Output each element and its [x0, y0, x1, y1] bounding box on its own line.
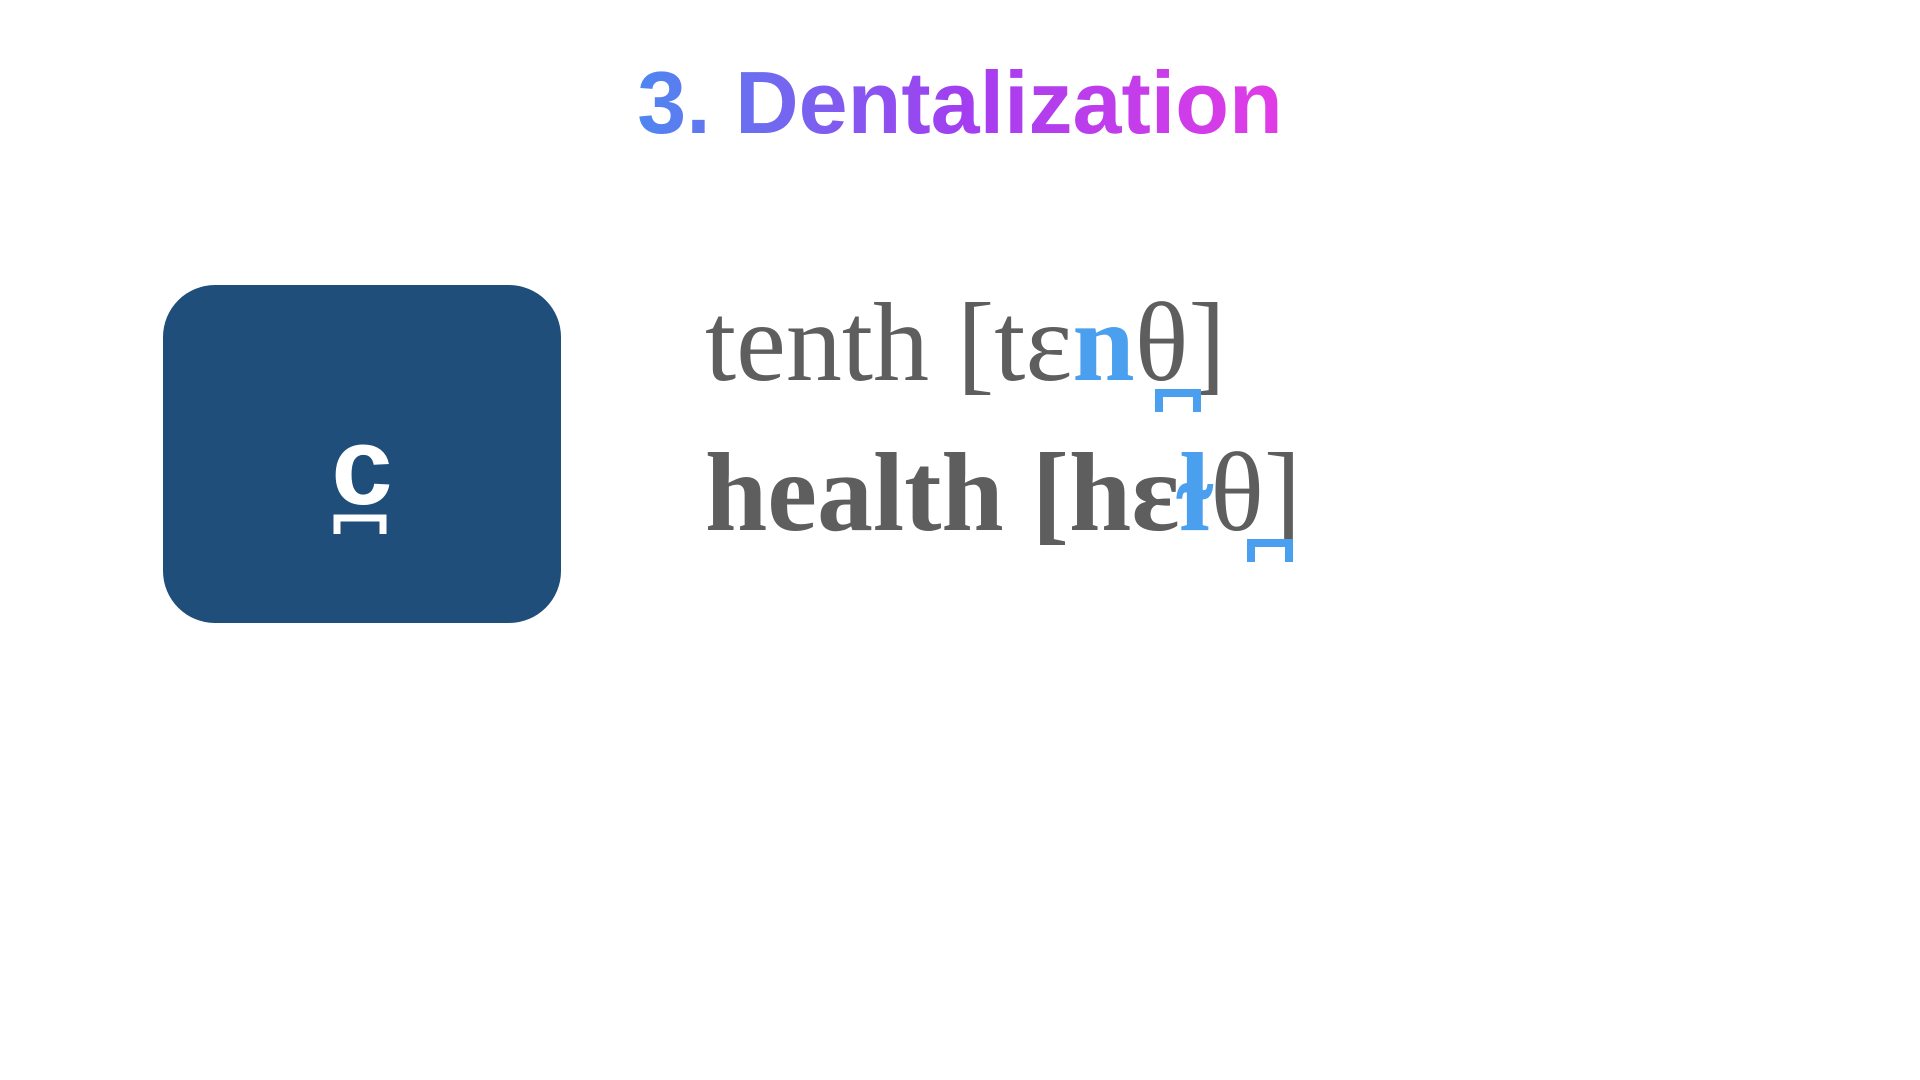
- example-health: health [hɛɫθ]: [705, 431, 1301, 562]
- dental-bridge-icon: [333, 514, 387, 534]
- example-tenth-highlight: n: [1072, 281, 1134, 405]
- slide-title-text: 3. Dentalization: [637, 53, 1282, 152]
- example-tenth: tenth [tɛnθ]: [705, 281, 1226, 412]
- example-health-word: health [hɛ: [705, 431, 1179, 555]
- example-health-text: health [hɛɫθ]: [705, 431, 1301, 555]
- example-health-highlight: ɫ: [1176, 431, 1214, 555]
- example-health-end: θ]: [1210, 431, 1301, 555]
- example-tenth-text: tenth [tɛnθ]: [705, 281, 1226, 405]
- symbol-card: c: [163, 285, 561, 623]
- slide-title: 3. Dentalization: [637, 53, 1282, 152]
- example-tenth-word: tenth [tɛ: [705, 281, 1072, 405]
- dental-bridge-icon: [1247, 539, 1293, 562]
- card-symbol-letter: c: [331, 405, 392, 528]
- example-tenth-end: θ]: [1135, 281, 1226, 405]
- card-symbol: c: [331, 405, 393, 534]
- dental-bridge-icon: [1155, 389, 1201, 412]
